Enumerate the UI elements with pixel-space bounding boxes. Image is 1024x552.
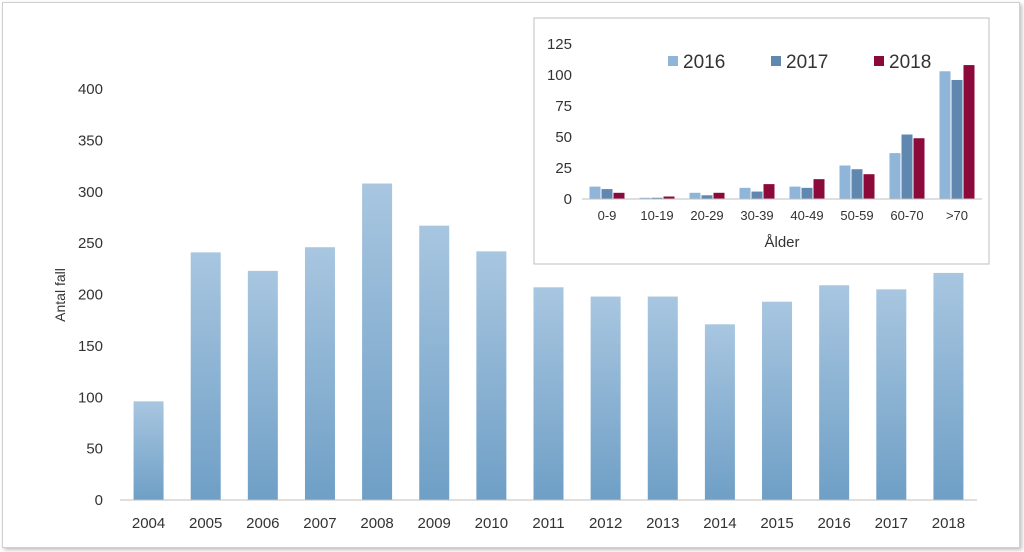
x-tick-label: 2013 (646, 515, 679, 532)
bar (647, 296, 678, 500)
inset-y-tick-label: 0 (564, 191, 572, 208)
x-tick-label: 2005 (189, 515, 222, 532)
inset-bar-2016 (589, 186, 601, 199)
x-tick-label: 2015 (760, 515, 793, 532)
inset-x-tick-label: 30-39 (740, 208, 773, 223)
bar (704, 324, 735, 500)
inset-bar-2016 (839, 165, 851, 199)
x-tick-label: 2009 (418, 515, 451, 532)
inset-bar-2017 (901, 134, 913, 199)
inset-bar-2018 (763, 184, 775, 199)
inset-bar-2016 (889, 153, 901, 199)
inset-x-tick-label: 10-19 (640, 208, 673, 223)
inset-x-axis-title: Ålder (764, 234, 799, 251)
inset-bar-2017 (651, 197, 663, 199)
inset-bar-2018 (863, 174, 875, 199)
inset-x-tick-label: >70 (946, 208, 968, 223)
inset-x-tick-label: 40-49 (790, 208, 823, 223)
inset-bar-2018 (663, 196, 675, 199)
inset-bar-2017 (601, 189, 613, 199)
inset-bar-2016 (789, 186, 801, 199)
x-tick-label: 2006 (246, 515, 279, 532)
bar (819, 285, 850, 500)
inset-bar-2018 (713, 192, 725, 199)
bar (476, 251, 507, 500)
inset-y-tick-label: 25 (555, 160, 572, 177)
bar (933, 272, 964, 500)
inset-x-tick-label: 60-70 (890, 208, 923, 223)
x-tick-label: 2014 (703, 515, 736, 532)
y-tick-label: 250 (78, 235, 103, 252)
y-tick-label: 300 (78, 184, 103, 201)
x-tick-label: 2011 (532, 515, 564, 532)
x-tick-label: 2016 (817, 515, 850, 532)
bar (533, 287, 564, 500)
inset-chart-frame (533, 17, 990, 265)
x-tick-label: 2008 (360, 515, 393, 532)
legend-label-2018: 2018 (889, 52, 931, 73)
inset-bar-2018 (963, 65, 975, 199)
x-tick-label: 2004 (132, 515, 165, 532)
y-tick-label: 400 (78, 81, 103, 98)
inset-bar-2017 (701, 195, 713, 199)
legend-label-2017: 2017 (786, 52, 828, 73)
bar (247, 270, 278, 500)
y-axis-title: Antal fall (52, 268, 68, 322)
legend-swatch-2016 (668, 56, 678, 66)
y-tick-label: 350 (78, 132, 103, 149)
inset-bar-2018 (613, 192, 625, 199)
inset-bar-2016 (689, 192, 701, 199)
y-tick-label: 200 (78, 287, 103, 304)
bar (362, 183, 393, 500)
inset-bar-2018 (913, 138, 925, 199)
y-tick-label: 150 (78, 338, 103, 355)
legend-swatch-2018 (874, 56, 884, 66)
y-tick-label: 50 (86, 441, 103, 458)
inset-bar-2016 (739, 187, 751, 199)
inset-bar-2018 (813, 179, 825, 199)
inset-bar-2017 (851, 169, 863, 199)
inset-y-tick-label: 100 (547, 67, 572, 84)
inset-bar-2016 (939, 71, 951, 199)
bar (762, 301, 793, 500)
inset-y-tick-label: 50 (555, 129, 572, 146)
inset-x-tick-label: 0-9 (598, 208, 617, 223)
inset-bar-2016 (639, 197, 651, 199)
y-tick-label: 100 (78, 389, 103, 406)
legend-label-2016: 2016 (683, 52, 725, 73)
bar (419, 225, 450, 500)
inset-bar-2017 (751, 191, 763, 199)
inset-y-tick-label: 125 (547, 36, 572, 53)
x-tick-label: 2017 (875, 515, 908, 532)
legend-swatch-2017 (771, 56, 781, 66)
bar (304, 247, 335, 500)
inset-y-tick-label: 75 (555, 98, 572, 115)
inset-x-tick-label: 20-29 (690, 208, 723, 223)
bar (190, 252, 221, 500)
bar (133, 401, 164, 500)
x-tick-label: 2018 (932, 515, 965, 532)
bar (876, 289, 907, 500)
inset-x-tick-label: 50-59 (840, 208, 873, 223)
y-tick-label: 0 (95, 492, 103, 509)
inset-bar-2017 (951, 79, 963, 199)
x-tick-label: 2010 (475, 515, 508, 532)
inset-bar-2017 (801, 187, 813, 199)
bar (590, 296, 621, 500)
x-tick-label: 2007 (303, 515, 336, 532)
x-tick-label: 2012 (589, 515, 622, 532)
inset-age-chart: 0 25 50 75 100 125 0-9 10-19 20-29 30-39 40-49 50-5… (547, 36, 982, 251)
